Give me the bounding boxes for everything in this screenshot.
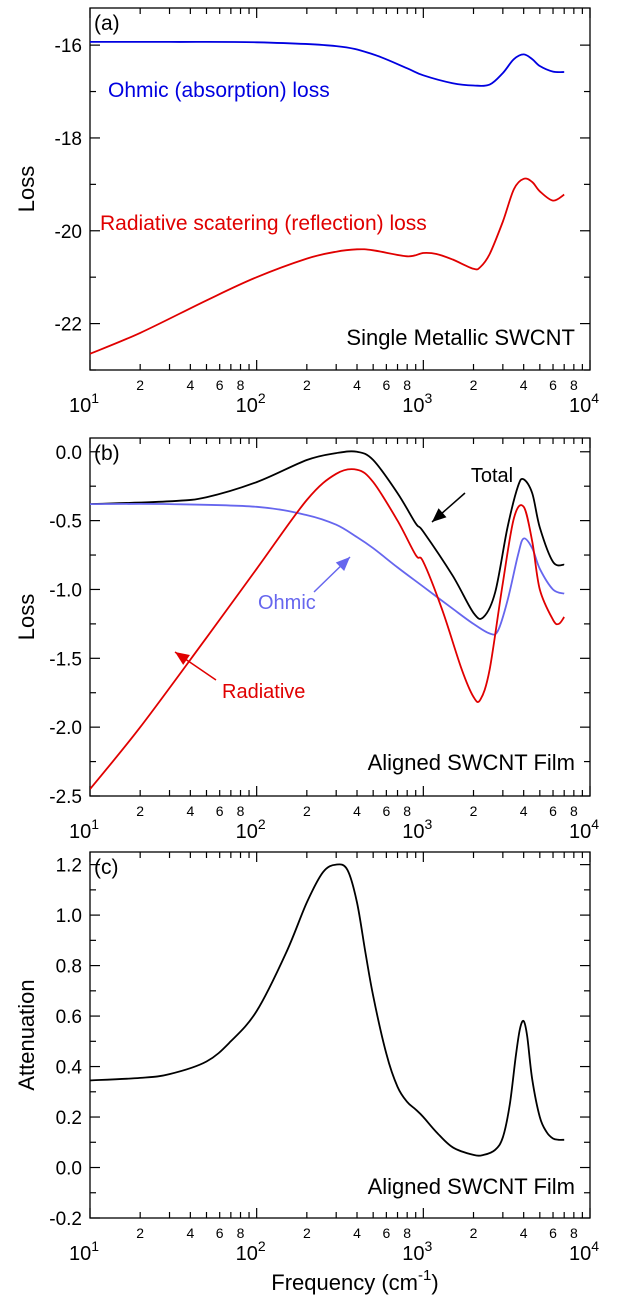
x-decade-tick-label: 102 [236, 1238, 266, 1265]
x-minor-tick-label: 4 [353, 803, 361, 819]
panel-label: (c) [94, 856, 119, 879]
x-minor-tick-label: 8 [403, 1225, 411, 1241]
series-label-radiative: Radiative [222, 681, 305, 703]
x-minor-tick-label: 6 [382, 1225, 390, 1241]
x-axis-label: Frequency (cm-1) [271, 1267, 438, 1295]
x-minor-tick-label: 2 [136, 377, 144, 393]
panel-label: (b) [94, 442, 120, 465]
x-minor-tick-label: 8 [237, 1225, 245, 1241]
y-tick-label: 0.8 [56, 957, 82, 978]
x-minor-tick-label: 4 [186, 803, 194, 819]
x-minor-tick-label: 4 [186, 1225, 194, 1241]
y-tick-label: 1.0 [56, 906, 82, 927]
y-tick-label: -0.5 [49, 512, 82, 533]
y-axis-label: Attenuation [14, 979, 39, 1090]
series-label-ohmic: Ohmic (absorption) loss [108, 79, 330, 102]
x-minor-tick-label: 4 [353, 377, 361, 393]
y-tick-label: -0.2 [49, 1209, 82, 1230]
panel-label: (a) [94, 12, 120, 35]
plot-frame [89, 7, 591, 371]
x-minor-tick-label: 6 [549, 377, 557, 393]
y-tick-label: -16 [55, 36, 82, 57]
plot-frame [89, 437, 591, 797]
y-tick-label: -18 [55, 129, 82, 150]
x-decade-tick-label: 104 [569, 816, 599, 843]
y-tick-label: -1.0 [49, 580, 82, 601]
radiative-arrow-head [175, 652, 190, 665]
x-minor-tick-label: 4 [520, 803, 528, 819]
series-line-ohmic-absorption-loss [90, 40, 565, 87]
x-decade-tick-label: 101 [69, 1238, 99, 1265]
x-minor-tick-label: 4 [186, 377, 194, 393]
y-tick-label: 0.6 [56, 1007, 82, 1028]
series-line-ohmic [90, 502, 565, 636]
series-line-radiative [90, 468, 565, 790]
panel-annotation: Single Metallic SWCNT [346, 325, 575, 350]
total-arrow-head [432, 508, 447, 522]
ohmic-arrow-head [335, 557, 350, 572]
y-tick-label: -2.0 [49, 718, 82, 739]
x-minor-tick-label: 4 [520, 377, 528, 393]
y-tick-label: 1.2 [56, 856, 82, 877]
panel-annotation: Aligned SWCNT Film [368, 1174, 575, 1199]
x-minor-tick-label: 2 [303, 803, 311, 819]
x-minor-tick-label: 2 [136, 803, 144, 819]
x-minor-tick-label: 2 [470, 377, 478, 393]
y-tick-label: 0.0 [56, 443, 82, 464]
y-tick-label: -22 [55, 315, 82, 336]
x-minor-tick-label: 6 [549, 1225, 557, 1241]
x-minor-tick-label: 8 [403, 377, 411, 393]
y-tick-label: 0.2 [56, 1108, 82, 1129]
x-minor-tick-label: 8 [237, 377, 245, 393]
series-line-attenuation [90, 863, 565, 1157]
x-minor-tick-label: 6 [549, 803, 557, 819]
x-decade-tick-label: 101 [69, 390, 99, 417]
x-decade-tick-label: 104 [569, 1238, 599, 1265]
y-tick-label: 0.0 [56, 1159, 82, 1180]
x-minor-tick-label: 6 [382, 803, 390, 819]
x-decade-tick-label: 103 [402, 816, 432, 843]
panel-annotation: Aligned SWCNT Film [368, 750, 575, 775]
series-line-radiative-scatering-reflection-loss [90, 177, 565, 355]
y-tick-label: -2.5 [49, 787, 82, 808]
x-minor-tick-label: 8 [570, 803, 578, 819]
x-minor-tick-label: 2 [303, 1225, 311, 1241]
x-minor-tick-label: 8 [237, 803, 245, 819]
y-tick-label: -20 [55, 222, 82, 243]
series-label-radiative: Radiative scatering (reflection) loss [100, 212, 427, 235]
y-tick-label: 0.4 [56, 1058, 83, 1079]
series-line-total [90, 450, 565, 620]
x-minor-tick-label: 2 [470, 1225, 478, 1241]
x-decade-tick-label: 102 [236, 816, 266, 843]
x-minor-tick-label: 2 [136, 1225, 144, 1241]
series-label-total: Total [471, 465, 513, 487]
plot-frame [89, 851, 591, 1219]
x-decade-tick-label: 103 [402, 1238, 432, 1265]
x-minor-tick-label: 2 [303, 377, 311, 393]
x-minor-tick-label: 8 [570, 377, 578, 393]
x-minor-tick-label: 6 [216, 377, 224, 393]
x-minor-tick-label: 6 [216, 803, 224, 819]
x-minor-tick-label: 8 [570, 1225, 578, 1241]
x-decade-tick-label: 103 [402, 390, 432, 417]
x-minor-tick-label: 4 [353, 1225, 361, 1241]
y-tick-label: -1.5 [49, 649, 82, 670]
y-axis-label: Loss [14, 594, 39, 640]
x-decade-tick-label: 101 [69, 816, 99, 843]
y-axis-label: Loss [14, 166, 39, 212]
x-minor-tick-label: 8 [403, 803, 411, 819]
x-minor-tick-label: 2 [470, 803, 478, 819]
x-minor-tick-label: 6 [382, 377, 390, 393]
x-minor-tick-label: 6 [216, 1225, 224, 1241]
x-decade-tick-label: 102 [236, 390, 266, 417]
x-decade-tick-label: 104 [569, 390, 599, 417]
x-minor-tick-label: 4 [520, 1225, 528, 1241]
series-label-ohmic: Ohmic [258, 592, 316, 614]
